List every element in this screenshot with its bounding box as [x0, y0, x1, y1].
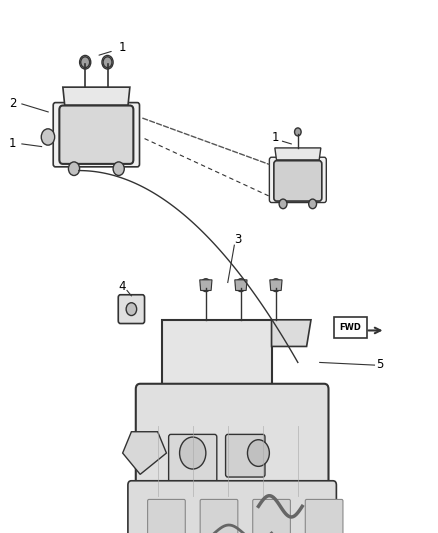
FancyBboxPatch shape [148, 499, 185, 533]
FancyBboxPatch shape [53, 103, 139, 167]
Circle shape [41, 129, 55, 145]
Circle shape [294, 128, 301, 136]
Circle shape [68, 162, 80, 175]
Circle shape [236, 279, 246, 292]
FancyBboxPatch shape [200, 499, 238, 533]
FancyBboxPatch shape [60, 106, 133, 164]
Circle shape [271, 279, 281, 292]
FancyBboxPatch shape [162, 320, 272, 400]
FancyBboxPatch shape [274, 161, 322, 201]
Text: 2: 2 [9, 96, 16, 110]
Text: 1: 1 [118, 41, 126, 54]
Text: 4: 4 [118, 280, 126, 294]
FancyBboxPatch shape [269, 157, 326, 203]
FancyBboxPatch shape [169, 434, 217, 482]
Polygon shape [123, 432, 166, 474]
FancyBboxPatch shape [128, 481, 336, 533]
Text: 5: 5 [376, 358, 383, 371]
Text: FWD: FWD [339, 324, 361, 332]
Polygon shape [63, 87, 130, 106]
Circle shape [279, 199, 287, 209]
Circle shape [103, 57, 112, 68]
Text: 1: 1 [272, 131, 279, 144]
FancyBboxPatch shape [118, 295, 145, 324]
Polygon shape [270, 280, 282, 290]
FancyBboxPatch shape [136, 384, 328, 501]
Circle shape [201, 279, 211, 292]
Circle shape [247, 440, 269, 466]
Circle shape [126, 303, 137, 316]
Polygon shape [235, 280, 247, 290]
Circle shape [309, 199, 317, 209]
FancyBboxPatch shape [226, 434, 265, 477]
Polygon shape [200, 280, 212, 290]
FancyBboxPatch shape [334, 317, 367, 338]
Text: 1: 1 [9, 136, 16, 150]
Polygon shape [275, 148, 321, 160]
Circle shape [81, 57, 90, 68]
Circle shape [180, 437, 206, 469]
FancyBboxPatch shape [253, 499, 290, 533]
Circle shape [113, 162, 124, 175]
Text: 3: 3 [234, 232, 242, 246]
Polygon shape [272, 320, 311, 346]
FancyBboxPatch shape [305, 499, 343, 533]
